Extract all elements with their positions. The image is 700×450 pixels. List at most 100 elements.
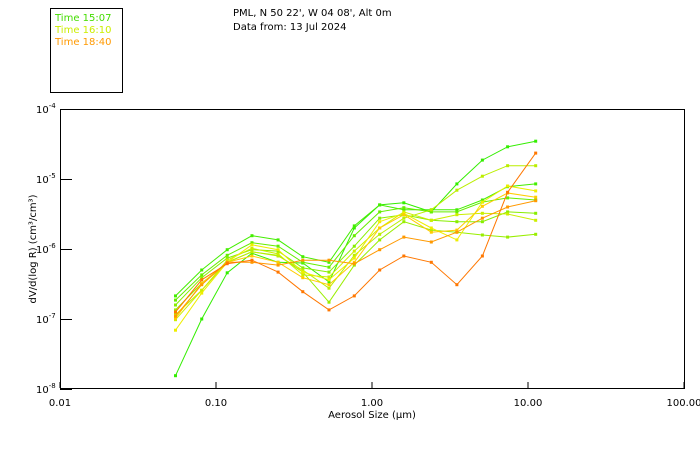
x-tick-label: 1.00 (361, 398, 383, 409)
data-point (327, 300, 331, 304)
data-point (250, 260, 254, 264)
data-point (200, 283, 204, 287)
data-point (352, 226, 356, 230)
legend-box (50, 8, 123, 93)
series-lines (173, 139, 538, 378)
data-point (378, 248, 382, 252)
data-point (225, 256, 229, 260)
data-point (402, 254, 406, 258)
y-tick-exponent: -6 (49, 242, 57, 250)
data-point (480, 233, 484, 237)
data-point (402, 235, 406, 239)
x-tick-label: 0.10 (205, 398, 227, 409)
data-point (173, 316, 177, 320)
data-point (352, 249, 356, 253)
y-tick-exponent: -5 (49, 172, 56, 180)
data-point (429, 260, 433, 264)
data-point (534, 164, 538, 168)
data-point (173, 294, 177, 298)
data-point (301, 268, 305, 272)
x-tick-label: 10.00 (514, 398, 543, 409)
data-point (301, 255, 305, 259)
data-point (276, 238, 280, 242)
y-tick-exponent: -4 (49, 102, 57, 110)
data-point (327, 258, 331, 262)
data-point (534, 182, 538, 186)
data-point (173, 314, 177, 318)
data-point (534, 211, 538, 215)
y-tick-label: 10-7 (36, 312, 56, 326)
data-point (480, 211, 484, 215)
data-point (402, 201, 406, 205)
y-tick-exponent: -7 (49, 312, 56, 320)
data-point (378, 210, 382, 214)
y-tick-label: 10-4 (36, 102, 56, 116)
data-point (327, 265, 331, 269)
data-point (352, 234, 356, 238)
y-tick-label: 10-5 (36, 172, 56, 186)
data-point (250, 250, 254, 254)
data-point (173, 298, 177, 302)
data-point (352, 294, 356, 298)
data-point (506, 205, 510, 209)
data-point (276, 260, 280, 264)
legend-entry: Time 15:07 (54, 13, 111, 24)
data-point (480, 200, 484, 204)
data-point (173, 310, 177, 314)
data-point (455, 283, 459, 287)
data-point (200, 278, 204, 282)
header-date: Data from: 13 Jul 2024 (233, 22, 346, 33)
data-point (480, 204, 484, 208)
data-point (173, 308, 177, 312)
header-location: PML, N 50 22', W 04 08', Alt 0m (233, 8, 392, 19)
data-point (506, 190, 510, 194)
data-point (455, 188, 459, 192)
y-tick-label: 10-8 (36, 382, 56, 396)
data-point (200, 276, 204, 280)
y-axis-label-units: ³/cm³) (28, 194, 39, 225)
y-axis-label: dV/d(log R) (cm³/cm³) (28, 194, 39, 303)
data-point (250, 254, 254, 258)
data-point (378, 203, 382, 207)
data-point (506, 164, 510, 168)
data-point (352, 256, 356, 260)
data-point (250, 234, 254, 238)
data-point (429, 228, 433, 232)
data-point (506, 184, 510, 188)
data-point (429, 218, 433, 222)
data-point (250, 241, 254, 245)
data-point (455, 182, 459, 186)
data-point (378, 268, 382, 272)
data-point (301, 266, 305, 270)
data-point (352, 262, 356, 266)
y-tick-base: 10 (36, 315, 49, 326)
data-point (506, 212, 510, 216)
data-point (429, 230, 433, 234)
data-point (327, 286, 331, 290)
data-point (225, 262, 229, 266)
data-point (250, 246, 254, 250)
data-point (250, 258, 254, 262)
axis-ticks: 0.01 0.10 1.00 10.00 100.0010-410-510-610-71… (36, 102, 700, 409)
data-point (455, 213, 459, 217)
data-point (378, 226, 382, 230)
legend-entry: Time 16:10 (54, 25, 111, 36)
data-point (327, 280, 331, 284)
data-point (200, 268, 204, 272)
y-axis-label-main: dV/d(log R) (cm (28, 225, 39, 303)
data-point (402, 208, 406, 212)
data-point (506, 210, 510, 214)
data-point (301, 260, 305, 264)
y-tick-base: 10 (36, 175, 49, 186)
data-point (301, 270, 305, 274)
data-point (200, 273, 204, 277)
data-point (327, 283, 331, 287)
data-point (225, 248, 229, 252)
legend-entry: Time 18:40 (54, 37, 111, 48)
data-point (402, 206, 406, 210)
plot-frame (60, 109, 685, 389)
data-point (534, 189, 538, 193)
data-point (506, 196, 510, 200)
data-point (534, 195, 538, 199)
data-point (276, 270, 280, 274)
